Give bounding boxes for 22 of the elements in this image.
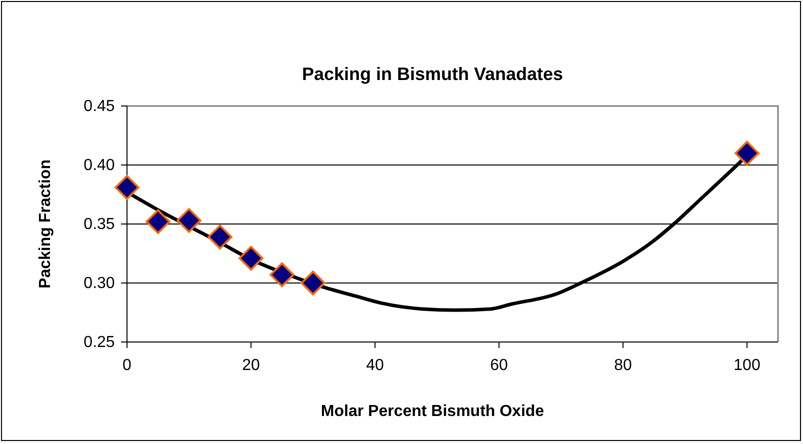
point	[146, 209, 170, 234]
x-tick-label: 100	[734, 357, 760, 374]
x-tick-label: 60	[490, 357, 508, 374]
y-tick-label: 0.30	[84, 275, 115, 292]
point	[238, 246, 264, 271]
point	[270, 262, 294, 288]
point	[208, 224, 232, 250]
chart-title: Packing in Bismuth Vanadates	[302, 64, 564, 84]
y-tick-label: 0.40	[84, 157, 115, 174]
x-tick-label: 20	[242, 357, 260, 374]
y-tick-label: 0.35	[84, 216, 115, 234]
point	[300, 270, 326, 296]
point	[734, 140, 760, 166]
x-tick-label: 0	[122, 357, 132, 374]
y-axis-title: Packing Fraction	[37, 160, 54, 288]
x-tick-label: 80	[614, 357, 632, 374]
point	[176, 208, 202, 233]
x-tick-label: 40	[366, 357, 384, 374]
x-axis-title: Molar Percent Bismuth Oxide	[320, 403, 544, 420]
y-tick-label: 0.45	[84, 98, 115, 116]
y-tick-label: 0.25	[84, 334, 115, 352]
point	[114, 175, 140, 200]
